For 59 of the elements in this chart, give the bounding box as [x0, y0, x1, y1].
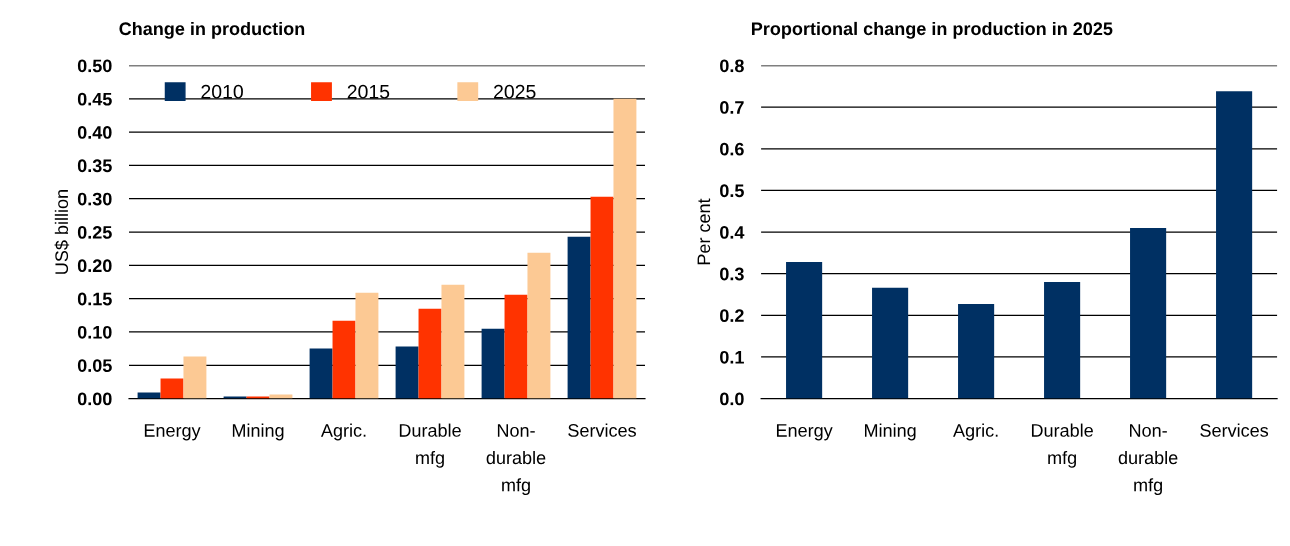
- bar: [183, 356, 207, 399]
- bar: [786, 262, 823, 399]
- y-tick-label: 0.7: [720, 101, 744, 114]
- y-tick-label: 0.40: [77, 126, 112, 139]
- bar: [441, 284, 465, 399]
- y-tick-label: 0.05: [77, 359, 112, 372]
- x-tick-label: Durable mfg: [1031, 423, 1093, 468]
- bar: [613, 98, 637, 399]
- legend-label: 2010: [201, 84, 243, 99]
- x-tick-label: Mining: [232, 423, 284, 441]
- bar: [481, 328, 505, 399]
- y-axis-title: US$ billion: [54, 190, 70, 274]
- y-tick-label: 0.2: [720, 309, 744, 323]
- y-tick-label: 0.0: [720, 392, 744, 406]
- chart-title: Proportional change in production in 2025: [751, 21, 1113, 39]
- bar: [527, 252, 551, 399]
- x-tick-label: Energy: [776, 424, 833, 441]
- chart-title: Change in production: [119, 21, 305, 39]
- bar: [958, 304, 995, 399]
- bar: [1044, 282, 1081, 399]
- bar: [1130, 227, 1167, 399]
- bar: [1216, 91, 1253, 399]
- x-tick-label: Non- durable mfg: [486, 424, 546, 496]
- bar: [872, 287, 909, 399]
- bar: [332, 320, 356, 399]
- x-tick-label: Agric.: [320, 423, 366, 441]
- y-tick-label: 0.35: [77, 159, 112, 173]
- y-tick-label: 0.4: [720, 225, 745, 239]
- x-tick-label: Services: [568, 423, 636, 437]
- y-tick-label: 0.15: [77, 292, 112, 306]
- bar: [309, 348, 333, 399]
- y-tick-label: 0.30: [77, 192, 112, 206]
- x-tick-label: Energy: [144, 424, 201, 441]
- y-tick-label: 0.20: [77, 259, 112, 273]
- bar: [395, 346, 419, 399]
- bar: [504, 294, 528, 399]
- x-tick-label: Non- durable mfg: [1118, 424, 1178, 496]
- y-tick-label: 0.1: [720, 350, 744, 364]
- y-tick-label: 0.5: [720, 184, 744, 198]
- x-tick-label: Services: [1200, 423, 1269, 437]
- y-axis-title: Per cent: [697, 198, 711, 265]
- legend-label: 2015: [347, 84, 390, 99]
- y-tick-label: 0.25: [77, 225, 112, 239]
- y-tick-label: 0.45: [77, 92, 112, 106]
- bar: [590, 196, 614, 399]
- bar: [567, 236, 591, 399]
- y-tick-label: 0.00: [77, 392, 112, 406]
- bar: [418, 308, 442, 399]
- x-tick-label: Mining: [864, 423, 916, 441]
- y-tick-label: 0.10: [77, 325, 112, 339]
- legend-label: 2025: [494, 84, 536, 99]
- y-tick-label: 0.6: [720, 142, 744, 156]
- y-tick-label: 0.3: [720, 267, 744, 281]
- bar: [160, 378, 184, 399]
- x-tick-label: Agric.: [953, 423, 998, 441]
- bar: [355, 292, 379, 399]
- y-tick-label: 0.8: [720, 59, 744, 73]
- y-tick-label: 0.50: [77, 59, 112, 73]
- x-tick-label: Durable mfg: [399, 423, 461, 468]
